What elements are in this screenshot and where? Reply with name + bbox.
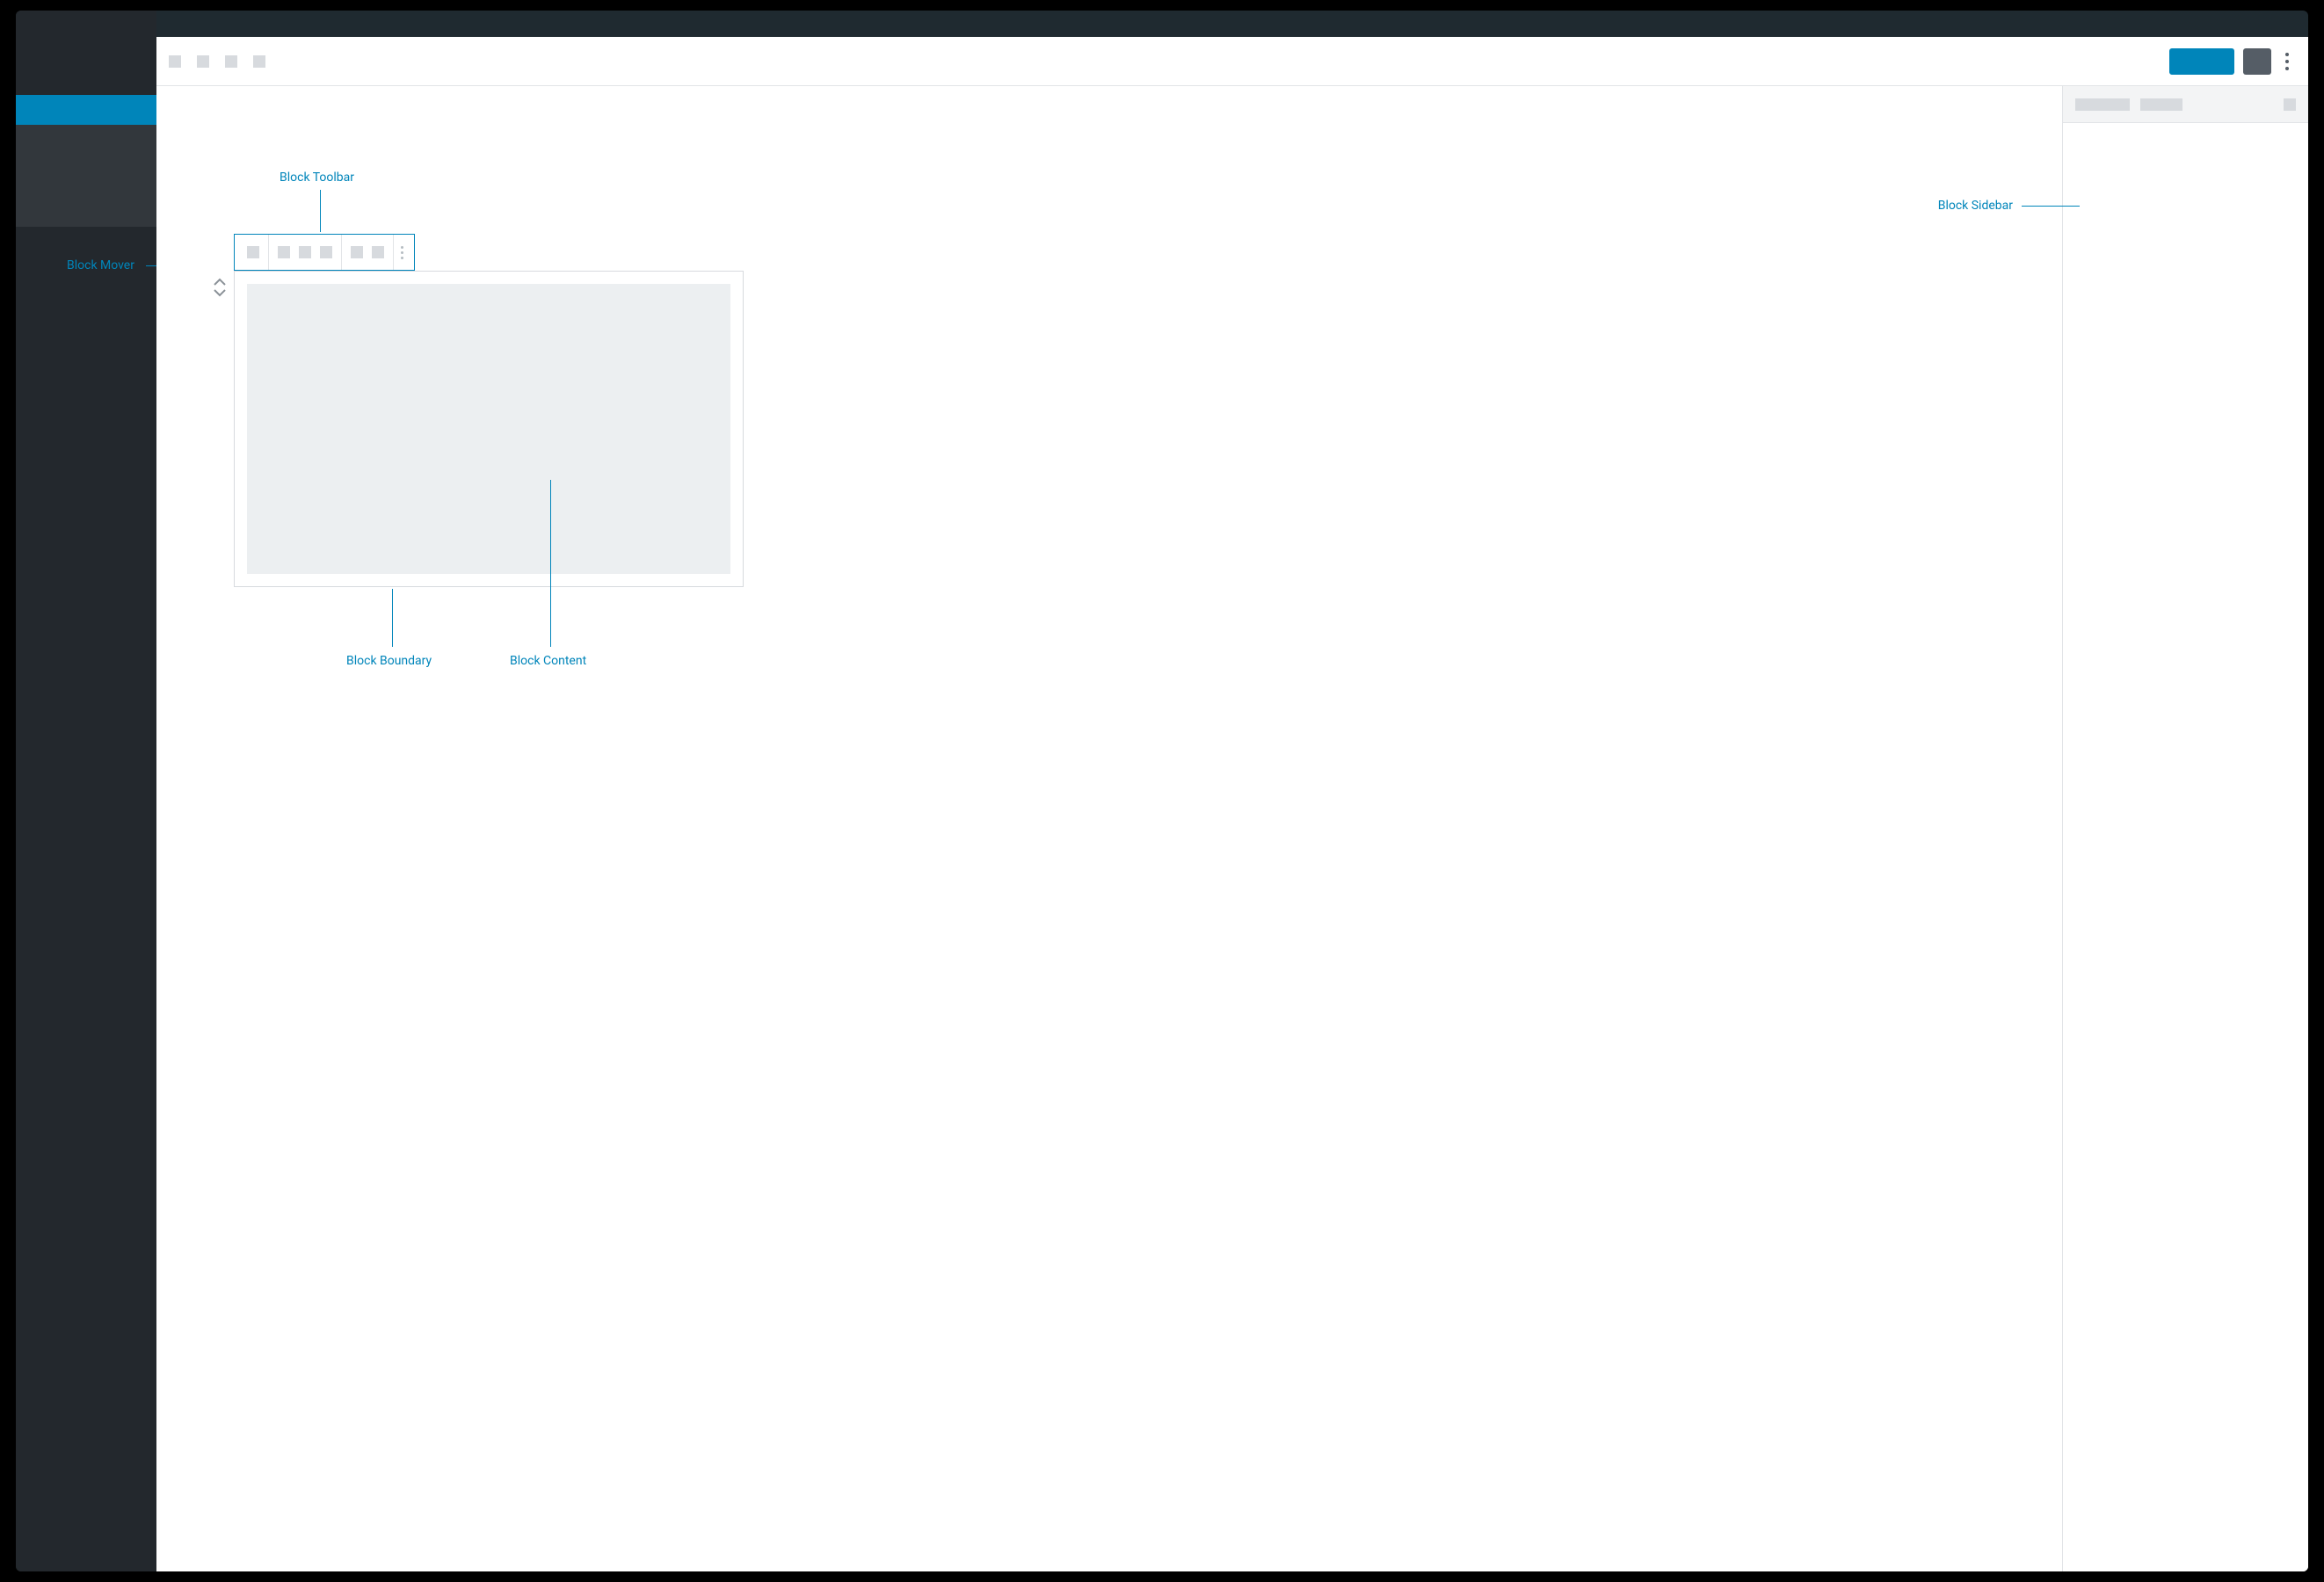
more-menu-button[interactable] [2278, 53, 2296, 70]
annotation-block-toolbar: Block Toolbar [280, 171, 354, 185]
chevron-up-icon[interactable] [214, 278, 226, 287]
sidebar-tabs [2063, 86, 2308, 123]
annotation-leader [320, 190, 321, 232]
toolbar-button-icon[interactable] [247, 246, 259, 258]
toolbar-button-icon[interactable] [320, 246, 332, 258]
topbar-tool-icon[interactable] [197, 55, 209, 68]
app-window: Block Mover [16, 11, 2308, 1571]
block-toolbar [234, 234, 415, 271]
block-sidebar [2062, 86, 2308, 1571]
admin-sidebar-active-item[interactable] [16, 95, 156, 125]
topbar-tool-icon[interactable] [169, 55, 181, 68]
topbar-tool-icon[interactable] [253, 55, 265, 68]
annotation-leader [550, 480, 551, 647]
admin-sidebar [16, 11, 156, 1571]
sidebar-tab[interactable] [2075, 98, 2130, 111]
annotation-block-boundary: Block Boundary [346, 654, 432, 668]
toolbar-group [238, 235, 269, 270]
toolbar-button-icon[interactable] [351, 246, 363, 258]
admin-sidebar-submenu [16, 125, 156, 227]
block-content[interactable] [247, 284, 730, 574]
publish-button[interactable] [2169, 48, 2234, 75]
toolbar-button-icon[interactable] [372, 246, 384, 258]
sidebar-tab[interactable] [2140, 98, 2182, 111]
topbar-tool-icon[interactable] [225, 55, 237, 68]
editor-canvas: Block Toolbar Block Sidebar [156, 86, 2062, 1571]
sidebar-close-icon[interactable] [2284, 98, 2296, 111]
outer-frame: Block Mover [0, 0, 2324, 1582]
toolbar-button-icon[interactable] [278, 246, 290, 258]
toolbar-group [342, 235, 394, 270]
editor-surface: Block Toolbar Block Sidebar [156, 37, 2308, 1571]
annotation-block-mover: Block Mover [67, 258, 134, 272]
annotation-block-sidebar: Block Sidebar [1938, 199, 2013, 213]
toolbar-more-button[interactable] [394, 246, 410, 259]
annotation-block-content: Block Content [510, 654, 586, 668]
toolbar-button-icon[interactable] [299, 246, 311, 258]
annotation-leader [392, 589, 393, 647]
block-boundary[interactable] [234, 271, 744, 587]
topbar-left-tools [169, 55, 265, 68]
settings-button[interactable] [2243, 48, 2271, 75]
toolbar-group [269, 235, 342, 270]
editor-topbar [156, 37, 2308, 86]
chevron-down-icon[interactable] [214, 288, 226, 297]
annotation-leader [2022, 206, 2080, 207]
block-mover[interactable] [213, 278, 227, 297]
